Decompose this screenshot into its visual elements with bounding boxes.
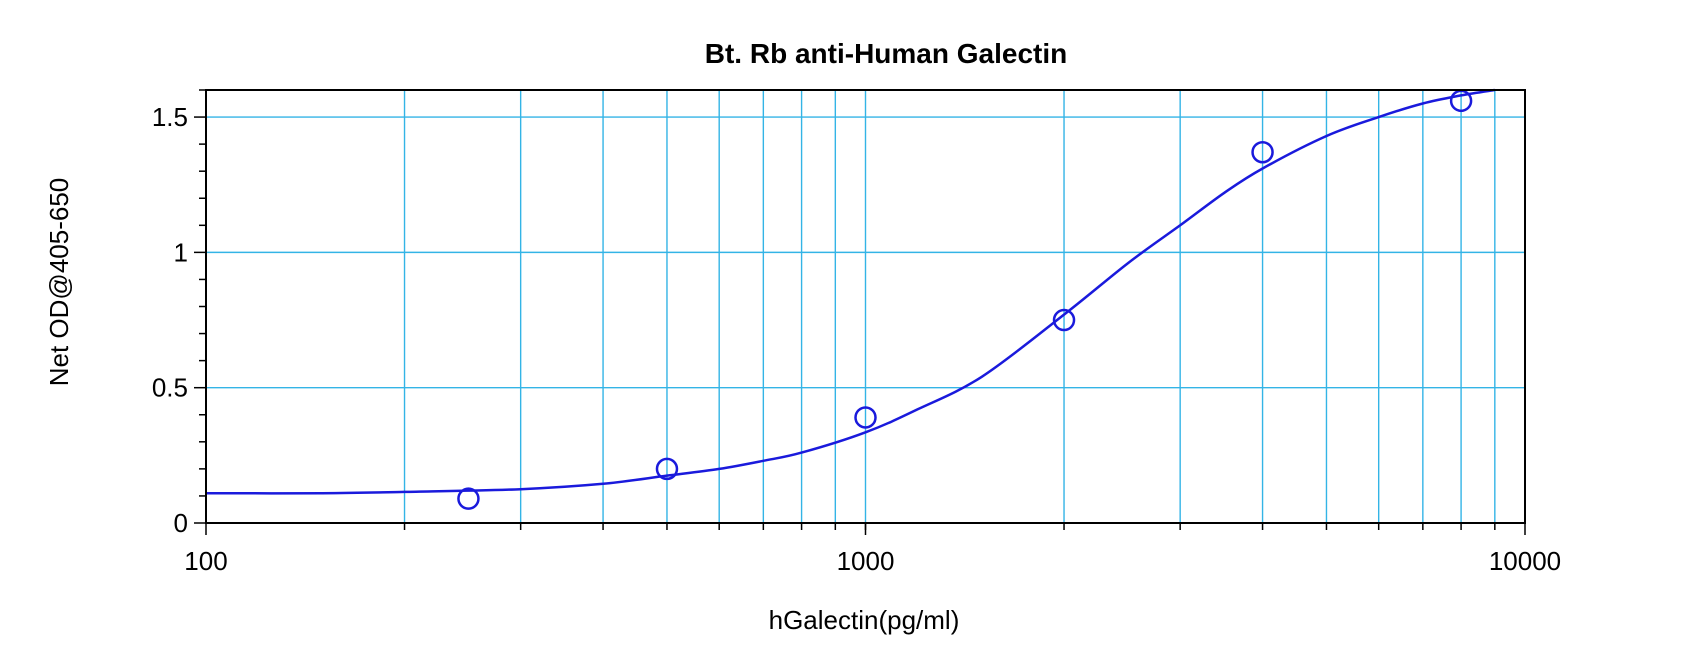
x-tick-label: 1000 [837, 546, 895, 576]
axis-ticks-layer: 0 0.5 1 1.5 100 1000 10000 [152, 89, 1561, 576]
x-tick-label: 10000 [1489, 546, 1561, 576]
x-axis-label: hGalectin(pg/ml) [769, 605, 960, 635]
fit-curve-layer [205, 88, 1495, 495]
y-tick-label: 1 [174, 237, 188, 267]
data-point [457, 487, 480, 510]
chart-title: Bt. Rb anti-Human Galectin [705, 38, 1067, 69]
y-tick-label: 0 [174, 508, 188, 538]
data-points-layer [457, 89, 1473, 510]
data-point [1251, 140, 1274, 164]
y-tick-label: 1.5 [152, 102, 188, 132]
y-tick-label: 0.5 [152, 373, 188, 403]
data-point [854, 406, 877, 429]
data-point [655, 457, 679, 481]
data-point [1052, 308, 1076, 332]
x-tick-label: 100 [184, 546, 227, 576]
y-axis-label: Net OD@405-650 [44, 178, 74, 387]
fit-curve [205, 88, 1495, 495]
grid-layer [206, 90, 1525, 523]
